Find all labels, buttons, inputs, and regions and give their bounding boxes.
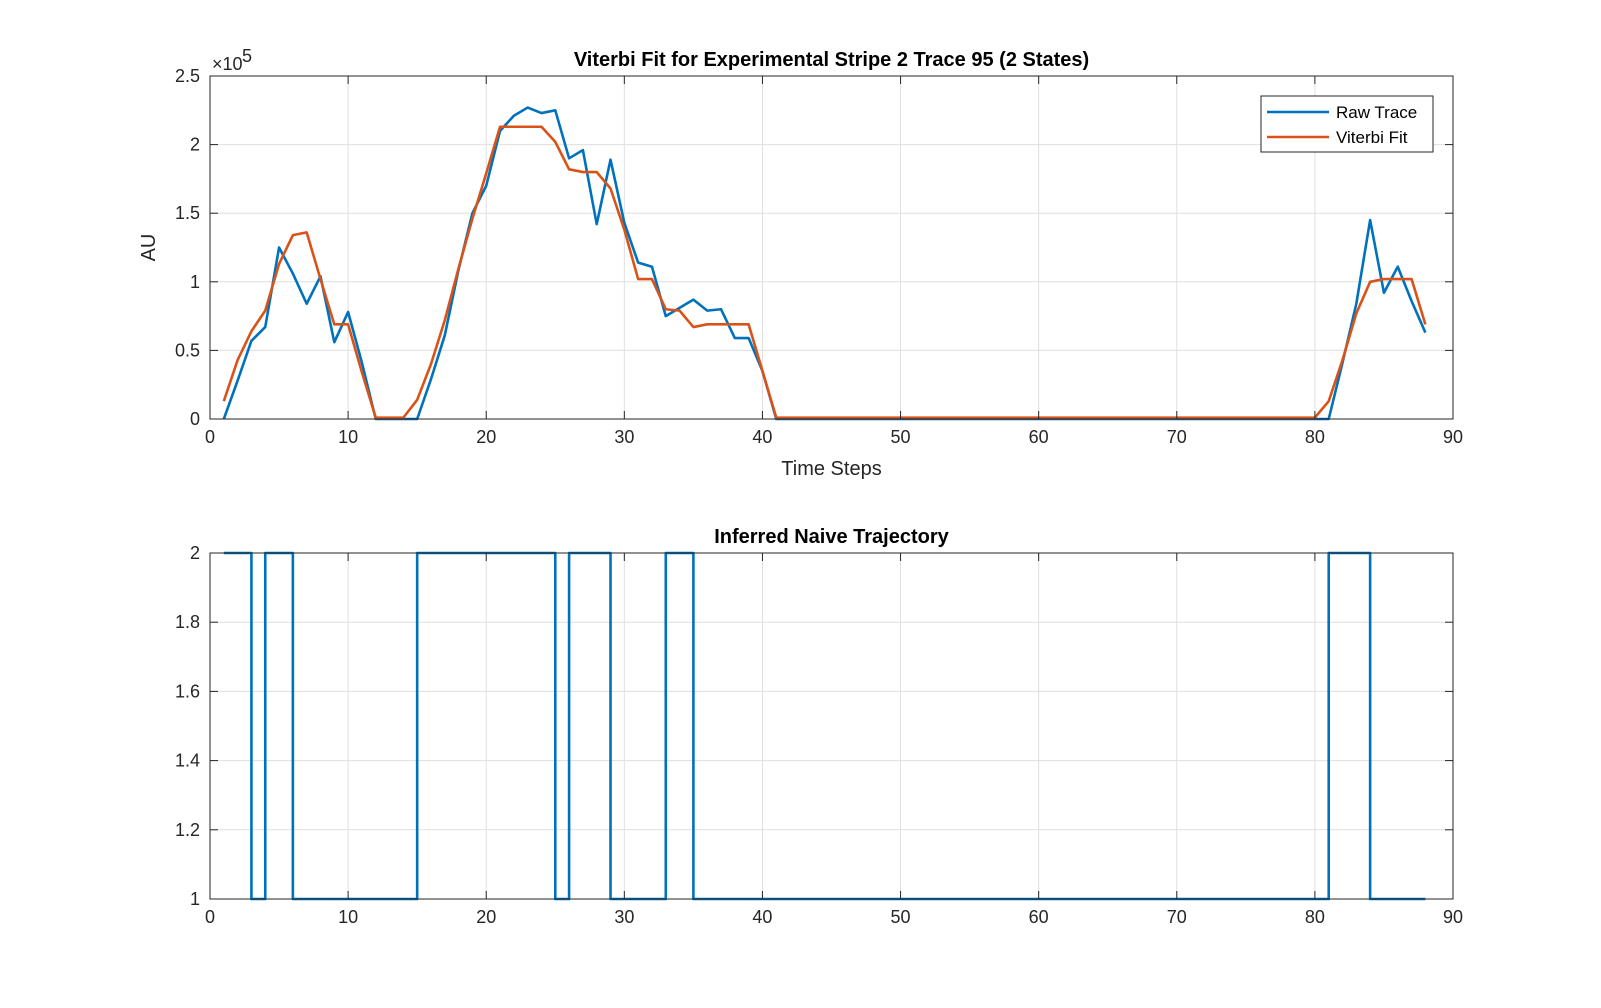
x-tick-label: 10 [338, 427, 358, 447]
y-tick-label: 1.5 [175, 203, 200, 223]
series-line-0 [223, 551, 1426, 901]
y-tick-label: 1 [190, 889, 200, 909]
x-tick-label: 80 [1305, 907, 1325, 927]
x-tick-label: 30 [614, 427, 634, 447]
x-tick-label: 0 [205, 427, 215, 447]
x-tick-label: 40 [752, 907, 772, 927]
x-tick-label: 30 [614, 907, 634, 927]
y-tick-label: 2 [190, 543, 200, 563]
x-tick-label: 10 [338, 907, 358, 927]
chart-title: Viterbi Fit for Experimental Stripe 2 Tr… [574, 49, 1089, 71]
series-line-viterbi-fit [222, 125, 1427, 419]
axes-frame [209, 75, 1454, 420]
x-tick-label: 20 [476, 907, 496, 927]
y-tick-label: 2 [190, 135, 200, 155]
y-exponent-base: ×10 [212, 54, 243, 74]
chart-title: Inferred Naive Trajectory [714, 526, 949, 548]
legend-entry: Viterbi Fit [1336, 128, 1408, 147]
x-tick-label: 70 [1167, 427, 1187, 447]
y-tick-label: 1.4 [175, 751, 200, 771]
viterbi-fit-plot: 0 10 20 30 40 50 60 70 80 90 0 0.5 1 1.5 2 2.5 Viterbi F… [138, 46, 1463, 480]
plot-area [210, 76, 1453, 419]
y-exponent-power: 5 [242, 46, 252, 66]
naive-trajectory-plot: 0 10 20 30 40 50 60 70 80 90 1 1.2 1.4 1.6 1.8 2 Inferre… [175, 526, 1463, 927]
x-tick-label: 40 [752, 427, 772, 447]
y-tick-label: 1 [190, 272, 200, 292]
x-tick-label: 70 [1167, 907, 1187, 927]
legend-entry: Raw Trace [1336, 103, 1417, 122]
legend-box [1260, 95, 1434, 153]
x-tick-label: 50 [891, 427, 911, 447]
x-tick-label: 0 [205, 907, 215, 927]
y-tick-label: 2.5 [175, 66, 200, 86]
x-tick-label: 90 [1443, 907, 1463, 927]
x-tick-label: 80 [1305, 427, 1325, 447]
plot-area [210, 553, 1453, 899]
x-tick-label: 90 [1443, 427, 1463, 447]
y-tick-label: 1.2 [175, 820, 200, 840]
y-axis-label: AU [138, 234, 160, 262]
x-tick-label: 50 [891, 907, 911, 927]
x-axis-label: Time Steps [781, 458, 881, 480]
y-tick-label: 1.8 [175, 612, 200, 632]
y-tick-label: 0 [190, 409, 200, 429]
x-tick-label: 20 [476, 427, 496, 447]
x-tick-label: 60 [1029, 907, 1049, 927]
x-tick-label: 60 [1029, 427, 1049, 447]
y-tick-label: 0.5 [175, 340, 200, 360]
axes-frame [209, 552, 1454, 900]
y-tick-label: 1.6 [175, 681, 200, 701]
